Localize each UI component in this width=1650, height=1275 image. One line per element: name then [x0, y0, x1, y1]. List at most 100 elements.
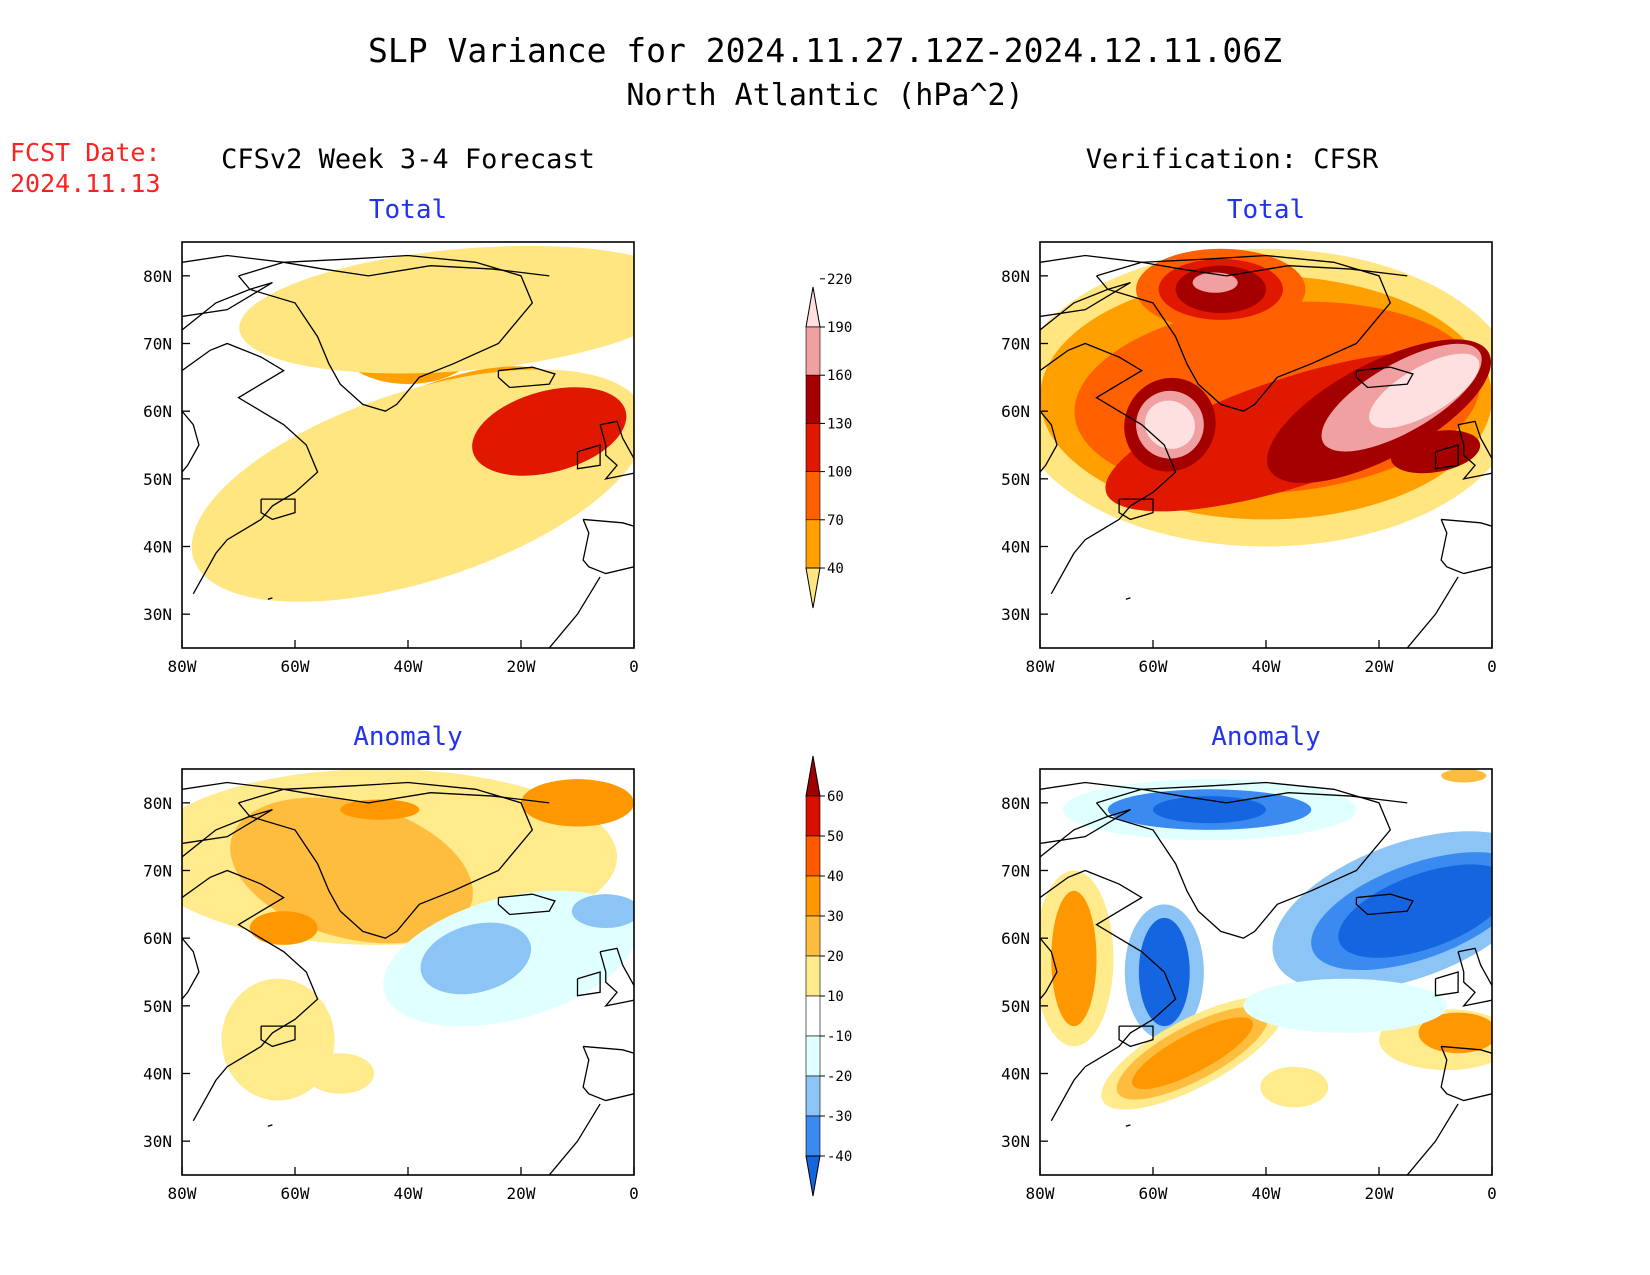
y-tick-label: 50N — [143, 470, 172, 489]
contour-region — [306, 1053, 375, 1094]
x-tick-label: 40W — [1252, 657, 1281, 676]
coastline — [1457, 947, 1492, 1007]
y-tick-label: 40N — [143, 1065, 172, 1084]
colorbar-label: 60 — [827, 789, 844, 805]
x-tick-label: 0 — [629, 1184, 639, 1203]
contour-region — [1418, 1012, 1492, 1054]
y-tick-label: 30N — [1001, 1132, 1030, 1151]
contour-region — [340, 799, 420, 820]
x-tick-label: 60W — [1139, 657, 1168, 676]
panel-title: Anomaly — [353, 722, 463, 752]
coastline — [267, 1124, 273, 1127]
coastline — [1040, 281, 1131, 331]
y-tick-label: 80N — [1001, 794, 1030, 813]
y-tick-label: 60N — [143, 929, 172, 948]
colorbar-segment — [805, 1115, 821, 1157]
field-area — [182, 769, 634, 1175]
contour-region — [230, 797, 473, 944]
colorbar-label: 40 — [827, 869, 844, 885]
y-tick-label: 40N — [1001, 1065, 1030, 1084]
colorbar-segment — [805, 1155, 821, 1197]
colorbar-segment — [805, 875, 821, 917]
coastline — [599, 947, 634, 1007]
coastline — [1440, 518, 1492, 575]
y-tick-label: 40N — [143, 538, 172, 557]
coastline — [238, 781, 534, 939]
coastline — [548, 1103, 601, 1175]
coastline — [1040, 410, 1058, 473]
colorbar-label: 20 — [827, 949, 844, 965]
x-tick-label: 60W — [281, 657, 310, 676]
coastline — [267, 597, 273, 600]
colorbar-segment — [805, 835, 821, 877]
coastline — [1040, 781, 1408, 804]
colorbar-segment — [805, 374, 821, 424]
coastline — [1118, 498, 1154, 521]
x-tick-label: 20W — [507, 657, 536, 676]
colorbar-label: 190 — [827, 320, 852, 336]
coastline — [182, 808, 273, 858]
coastline — [260, 1025, 296, 1048]
x-tick-label: 0 — [1487, 657, 1497, 676]
y-tick-label: 70N — [143, 335, 172, 354]
coastline — [1125, 597, 1131, 600]
contour-region — [239, 245, 634, 374]
contour-region — [1192, 272, 1238, 293]
field-area — [182, 242, 634, 648]
coastline — [497, 366, 556, 389]
contour-region — [571, 894, 634, 929]
coastline — [497, 893, 556, 916]
coastline — [1040, 342, 1177, 595]
colorbar-segment — [805, 471, 821, 521]
coastline — [1355, 893, 1414, 916]
contour-region — [1338, 864, 1492, 958]
colorbar-segment — [805, 915, 821, 957]
colorbar-segment — [805, 995, 821, 1037]
colorbar-segment — [805, 755, 821, 797]
y-tick-label: 80N — [143, 794, 172, 813]
left-column-title: CFSv2 Week 3-4 Forecast — [221, 144, 595, 175]
y-tick-label: 70N — [143, 862, 172, 881]
contour-region — [1243, 978, 1447, 1033]
colorbar-segment — [805, 1075, 821, 1117]
coastline — [1040, 937, 1058, 1000]
colorbar-label: 70 — [827, 513, 844, 529]
coastline — [182, 781, 550, 804]
colorbar-segment — [805, 955, 821, 997]
figure-subtitle: North Atlantic (hPa^2) — [626, 78, 1023, 113]
coastline — [1457, 420, 1492, 480]
y-tick-label: 80N — [143, 267, 172, 286]
colorbar-label: 130 — [827, 416, 852, 432]
contour-region — [521, 779, 634, 827]
coastline — [1355, 366, 1414, 389]
coastline — [1406, 576, 1459, 648]
colorbar-label: 160 — [827, 368, 852, 384]
y-tick-label: 50N — [143, 997, 172, 1016]
contour-region — [472, 387, 627, 476]
colorbar-segment — [805, 795, 821, 837]
colorbar-segment — [805, 286, 821, 328]
fcst-date-label: FCST Date: — [10, 138, 161, 167]
y-tick-label: 70N — [1001, 862, 1030, 881]
coastline — [576, 971, 601, 997]
coastline — [1040, 254, 1408, 277]
y-tick-label: 60N — [143, 402, 172, 421]
y-tick-label: 30N — [1001, 605, 1030, 624]
contour-region — [1369, 353, 1480, 429]
coastline — [582, 1045, 634, 1102]
y-tick-label: 50N — [1001, 997, 1030, 1016]
coastline — [1118, 1025, 1154, 1048]
colorbar-segment — [805, 326, 821, 376]
coastline — [1434, 971, 1459, 997]
colorbar-label: -30 — [827, 1109, 852, 1125]
y-tick-label: 60N — [1001, 402, 1030, 421]
contour-region — [1260, 1066, 1329, 1108]
figure-title: SLP Variance for 2024.11.27.12Z-2024.12.… — [368, 31, 1282, 70]
coastline — [1040, 808, 1131, 858]
panel-verification-total: Total 80W 60W 40W 20W 0 80N 70N 60N 50N 40N 30N — [1001, 195, 1497, 676]
colorbar-anomaly: -40 -30 -20 -10 10 20 30 40 50 60 — [805, 755, 852, 1197]
fcst-date-value: 2024.11.13 — [10, 169, 161, 198]
field-area — [1040, 769, 1492, 1175]
colorbar-segment — [805, 567, 821, 609]
x-tick-label: 40W — [394, 657, 423, 676]
